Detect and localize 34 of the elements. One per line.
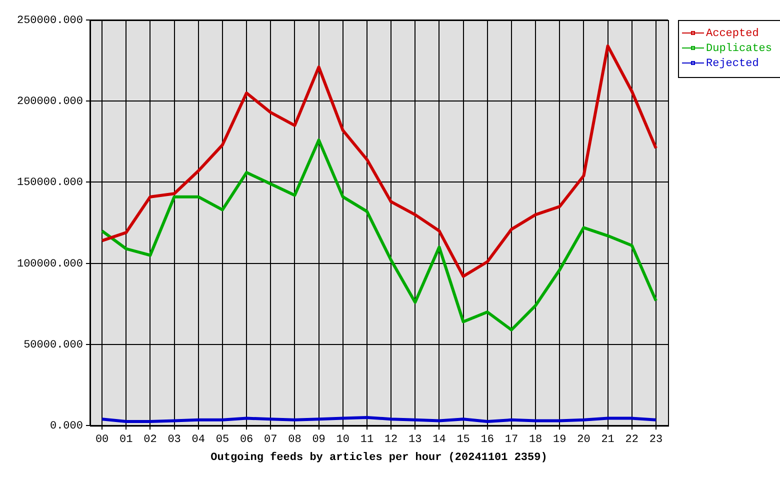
x-tick-label: 14 (432, 434, 446, 446)
x-tick-label: 20 (577, 434, 590, 446)
x-tick-label: 19 (553, 434, 566, 446)
x-tick-label: 00 (95, 434, 109, 446)
x-tick-label: 22 (625, 434, 638, 446)
x-tick-label: 06 (240, 434, 254, 446)
x-tick-label: 03 (168, 434, 181, 446)
x-tick-label: 09 (312, 434, 326, 446)
legend-label: Accepted (706, 28, 759, 40)
x-tick-label: 04 (192, 434, 206, 446)
x-tick-label: 23 (649, 434, 663, 446)
x-tick-label: 15 (456, 434, 470, 446)
x-tick-label: 21 (601, 434, 615, 446)
x-tick-label: 17 (504, 434, 518, 446)
x-tick-label: 12 (384, 434, 398, 446)
x-tick-label: 16 (480, 434, 494, 446)
x-tick-label: 01 (120, 434, 134, 446)
x-tick-label: 08 (288, 434, 302, 446)
y-tick-label: 200000.000 (16, 96, 83, 108)
x-axis-title: Outgoing feeds by articles per hour (20241101 2359) (210, 451, 548, 464)
x-tick-label: 05 (216, 434, 230, 446)
y-tick-label: 250000.000 (16, 14, 83, 27)
y-tick-label: 100000.000 (16, 258, 83, 270)
x-tick-label: 02 (144, 434, 157, 446)
x-tick-label: 10 (336, 434, 350, 446)
y-tick-label: 0.000 (50, 420, 83, 433)
x-tick-label: 11 (360, 434, 374, 446)
x-tick-label: 07 (264, 434, 278, 446)
y-tick-label: 150000.000 (16, 177, 83, 190)
x-tick-label: 18 (528, 434, 542, 446)
x-tick-label: 13 (408, 434, 422, 446)
y-tick-label: 50000.000 (24, 339, 83, 352)
legend-label: Rejected (706, 58, 759, 70)
legend-label: Duplicates (706, 42, 772, 55)
